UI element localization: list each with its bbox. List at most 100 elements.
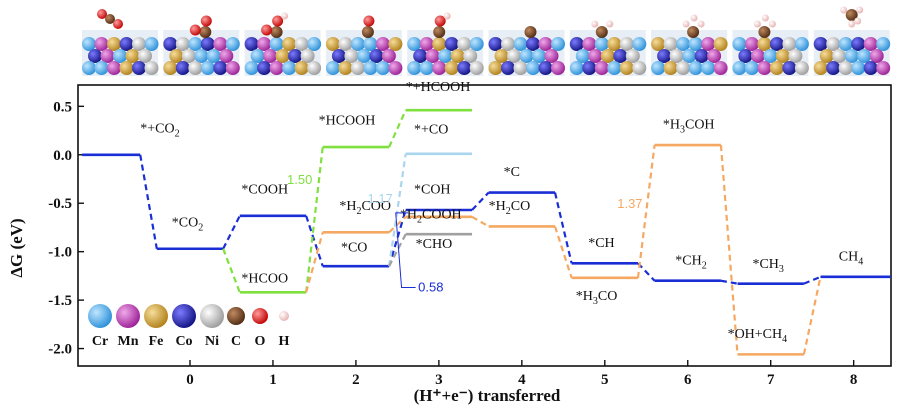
atom [105,14,115,24]
x-tick-label: 2 [352,372,360,388]
element-legend: Cr Mn Fe Co Ni C O H [88,304,290,349]
atom [701,61,716,75]
atom [275,49,290,63]
state-label: *H2CO [489,199,531,217]
pathway-series [305,143,822,356]
atom [463,49,478,63]
atom [607,37,622,51]
atom [225,37,240,51]
atom [819,49,834,63]
level-connector [719,144,739,355]
atom [194,49,209,63]
atom [438,49,453,63]
atom [663,61,678,75]
atom [632,37,647,51]
pathway-series [222,108,473,294]
atom [294,61,309,75]
structure-thumbnail [163,15,240,76]
legend-label: Co [175,334,192,349]
atom [469,37,484,51]
atom [388,37,403,51]
atom [657,49,672,63]
atom [281,12,289,20]
atom [407,61,422,75]
atom [331,49,346,63]
x-axis-title: (H⁺+e⁻) transferred [414,386,561,405]
atom [676,37,691,51]
atom [594,37,609,51]
atom [876,61,891,75]
state-label: *CO [341,241,367,256]
atom [188,37,203,51]
atom [307,37,322,51]
atom [732,37,747,51]
atom [768,20,776,28]
atom [501,61,515,75]
atom [138,49,152,63]
atom [444,61,459,75]
level-connector [471,191,490,211]
atom [356,49,371,63]
atom [213,61,228,75]
atom [219,49,234,63]
structure-thumbnail [651,14,728,76]
plot-border [77,84,892,367]
atom [594,61,609,75]
atom [757,37,772,51]
atom [169,49,184,63]
atom [606,20,614,28]
atom [750,49,765,63]
atom [519,49,534,63]
state-label: *+HCOOH [406,80,471,95]
atom [244,61,259,75]
level-connector [388,233,407,267]
atom [269,61,284,75]
atom [532,49,546,63]
legend-swatch [279,311,289,321]
atom [432,61,447,75]
atom [613,49,628,63]
atom [200,61,215,75]
y-tick-label: 0.0 [53,148,72,164]
atom [113,19,123,29]
atom [782,37,797,51]
atom [94,37,109,51]
x-tick-label: 4 [518,372,526,388]
atom [769,61,784,75]
atom [434,15,446,27]
state-label: *CO2 [172,215,203,233]
y-axis-title: ΔG (eV) [7,218,26,277]
structure-thumbnail [407,12,484,76]
level-connector [720,279,738,285]
state-label: *+CO [414,122,448,137]
pathway-series [388,232,473,267]
atom [443,12,451,20]
structure-thumbnail [488,26,565,76]
atom [457,37,472,51]
atom [344,49,359,63]
atom [688,61,703,75]
atom [856,6,864,14]
atom [132,37,146,51]
atom [144,61,159,75]
atom [707,49,722,63]
x-tick-label: 3 [435,372,443,388]
atom [857,49,872,63]
atom [569,61,584,75]
atom [200,37,215,51]
legend-label: C [231,334,241,349]
atom [244,37,259,51]
atom [272,15,284,27]
atom [444,37,459,51]
level-connector [139,154,158,249]
barrier-annotations: 1.50 1.17 0.58 1.37 [287,172,642,295]
atom [338,61,353,75]
atom [269,37,284,51]
structure-thumbnail [569,20,647,76]
level-connector [388,109,407,148]
atom [513,37,528,51]
x-tick-label: 0 [186,372,194,388]
atom [732,61,747,75]
atom [744,61,759,75]
atom [488,37,503,51]
